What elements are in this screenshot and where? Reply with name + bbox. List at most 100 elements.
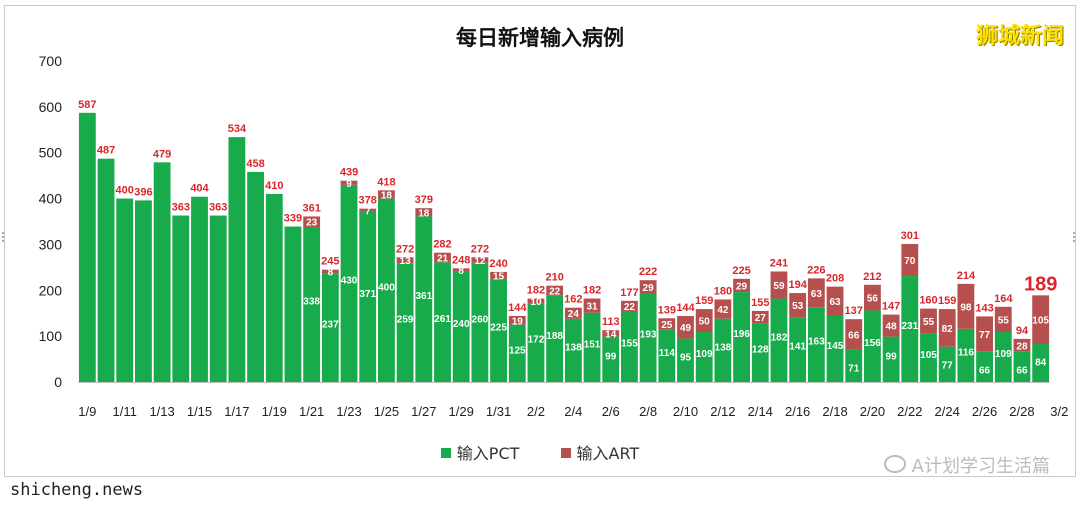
bar-pct (621, 310, 638, 382)
total-label: 162 (564, 294, 582, 306)
bar-pct (938, 346, 956, 382)
art-segment-label: 29 (736, 281, 748, 292)
art-segment-label: 22 (624, 302, 636, 313)
bar-art (621, 300, 638, 311)
bar-pct (527, 303, 545, 382)
bar-art (920, 308, 937, 334)
total-label: 272 (396, 243, 414, 255)
bar-art (415, 208, 433, 217)
total-label: 418 (377, 176, 395, 188)
art-segment-label: 28 (1016, 341, 1028, 352)
y-tick-label: 300 (39, 236, 63, 252)
bar-pct (864, 310, 881, 382)
bar-art (770, 271, 788, 299)
total-label: 248 (452, 254, 470, 266)
bar-art (882, 314, 900, 337)
art-segment-label: 42 (717, 305, 729, 316)
art-segment-label: 23 (306, 218, 318, 229)
total-label: 226 (807, 264, 825, 276)
resize-handle-left[interactable] (2, 232, 8, 242)
bar-pct (359, 211, 377, 382)
x-tick-label: 2/8 (639, 404, 657, 419)
bar-art (396, 257, 414, 264)
bar-art (303, 216, 321, 228)
x-tick-label: 1/23 (336, 404, 361, 419)
total-label: 487 (97, 145, 115, 157)
pct-segment-label: 141 (789, 342, 806, 353)
bar-pct (340, 184, 358, 382)
chart-title: 每日新增输入病例 (456, 26, 624, 50)
bar-art (807, 278, 825, 308)
pct-segment-label: 125 (509, 345, 526, 356)
art-segment-label: 63 (811, 289, 823, 300)
bar-art (639, 280, 657, 294)
bar-pct (583, 312, 601, 382)
bar-pct (789, 317, 807, 382)
bar-pct (303, 227, 321, 382)
art-segment-label: 55 (998, 315, 1010, 326)
x-tick-label: 2/10 (673, 404, 698, 419)
bar-pct (452, 271, 470, 382)
art-segment-label: 25 (661, 320, 673, 331)
art-segment-label: 21 (437, 253, 449, 264)
x-tick-label: 2/2 (527, 404, 545, 419)
brand-watermark: 狮城新闻 (975, 24, 1064, 49)
bar-art (976, 316, 993, 352)
art-segment-label: 27 (755, 313, 767, 324)
bar-pct (1013, 351, 1031, 382)
bar-art (1032, 295, 1050, 344)
bar-pct (228, 137, 246, 382)
bar-pct (78, 112, 96, 382)
bar-pct (97, 158, 115, 382)
total-label: 534 (228, 123, 247, 135)
bar-art (546, 285, 564, 296)
bar-pct (976, 351, 993, 382)
bar-pct (508, 324, 526, 382)
art-segment-label: 29 (643, 283, 655, 294)
art-segment-label: 18 (381, 190, 393, 201)
pct-segment-label: 237 (322, 320, 339, 331)
pct-segment-label: 128 (752, 345, 769, 356)
bar-pct (1032, 343, 1050, 382)
pct-segment-label: 77 (942, 361, 954, 372)
resize-handle-right[interactable] (1073, 232, 1079, 242)
bar-art (508, 315, 526, 325)
art-segment-label: 70 (904, 256, 916, 267)
bar-pct (957, 328, 975, 382)
pct-segment-label: 259 (397, 315, 414, 326)
total-label: 155 (751, 297, 769, 309)
bar-pct (807, 307, 825, 382)
bar-art (490, 271, 507, 279)
bar-pct (602, 336, 620, 382)
total-label: 159 (938, 295, 956, 307)
art-segment-label: 49 (680, 323, 692, 334)
bar-pct (751, 323, 769, 382)
x-tick-label: 2/12 (710, 404, 735, 419)
bar-pct (714, 318, 732, 382)
pct-segment-label: 66 (979, 366, 991, 377)
pct-segment-label: 188 (546, 331, 563, 342)
pct-segment-label: 145 (827, 341, 844, 352)
bar-pct (153, 162, 171, 382)
bar-pct (490, 278, 507, 382)
total-label: 177 (620, 287, 638, 299)
art-segment-label: 24 (568, 309, 580, 320)
legend-label-pct: 输入PCT (456, 444, 520, 463)
bar-art (677, 315, 694, 339)
bar-pct (471, 262, 489, 382)
art-segment-label: 77 (979, 330, 991, 341)
x-tick-label: 1/19 (262, 404, 287, 419)
bar-art (864, 284, 881, 311)
bar-pct (172, 215, 190, 382)
bar-pct (639, 293, 657, 382)
bar-pct (415, 216, 433, 382)
bar-art (471, 257, 489, 263)
art-segment-label: 105 (1032, 315, 1049, 326)
legend: 输入PCT 输入ART (0, 440, 1080, 464)
bar-art (434, 252, 451, 263)
footer-account: A计划学习生活篇 (883, 452, 1050, 478)
x-tick-label: 1/15 (187, 404, 212, 419)
x-tick-label: 2/28 (1009, 404, 1034, 419)
x-tick-label: 1/9 (78, 404, 96, 419)
total-label: 404 (190, 183, 209, 195)
